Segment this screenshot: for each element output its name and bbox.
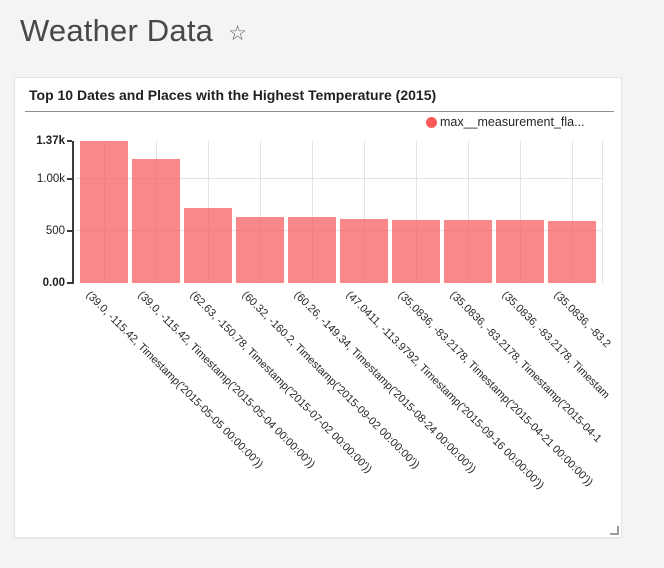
x-axis-label: (47.0411, -113.9792, Timestamp('2015-09-… <box>343 289 547 492</box>
page-title: Weather Data <box>20 13 214 48</box>
y-axis-tick <box>67 282 72 284</box>
bar[interactable] <box>548 220 596 283</box>
vertical-gridline <box>467 141 469 283</box>
vertical-gridline <box>519 141 521 283</box>
bar[interactable] <box>391 220 440 283</box>
y-axis-line <box>72 141 74 284</box>
x-axis-label: (35.0836, -83.2178, Timestamp('2015-04-2… <box>395 289 595 489</box>
chart-title: Top 10 Dates and Places with the Highest… <box>29 87 437 103</box>
y-axis-tick <box>67 140 72 142</box>
plot-area <box>75 141 603 283</box>
bar[interactable] <box>131 158 180 283</box>
x-axis-label: (35.0836, -83.2178, Timestam <box>499 289 612 402</box>
chart-card: Top 10 Dates and Places with the Highest… <box>14 77 622 538</box>
vertical-gridline <box>311 141 313 283</box>
horizontal-gridline <box>75 230 603 232</box>
vertical-gridline <box>363 141 365 283</box>
y-axis-label: 0.00 <box>42 276 65 289</box>
resize-handle-icon[interactable] <box>610 526 619 535</box>
star-favorite-icon[interactable]: ☆ <box>228 21 247 45</box>
vertical-gridline <box>602 141 603 283</box>
bar[interactable] <box>339 219 388 283</box>
x-axis-label: (39.0, -115.42, Timestamp('2015-05-05 00… <box>83 289 265 471</box>
bar[interactable] <box>79 141 128 283</box>
bar[interactable] <box>496 220 544 283</box>
bar[interactable] <box>235 216 284 283</box>
x-axis-label: (62.63, -150.78, Timestamp('2015-07-02 0… <box>187 289 374 476</box>
y-axis-label: 1.00k <box>36 172 65 185</box>
title-divider <box>25 111 614 112</box>
vertical-gridline <box>572 141 574 283</box>
x-axis-label: (60.32, -160.2, Timestamp('2015-09-02 00… <box>239 289 422 472</box>
page-header: Weather Data ☆ <box>20 8 247 54</box>
horizontal-gridline <box>75 178 603 180</box>
bar[interactable] <box>287 216 336 283</box>
vertical-gridline <box>259 141 261 283</box>
bar[interactable] <box>443 220 492 283</box>
chart-legend[interactable]: max__measurement_fla... <box>426 115 585 129</box>
y-axis-tick <box>67 178 72 181</box>
y-axis-tick <box>67 230 72 233</box>
bar[interactable] <box>183 207 232 283</box>
y-axis-label: 500 <box>45 224 65 237</box>
y-axis-label: 1.37k <box>36 134 65 147</box>
vertical-gridline <box>415 141 417 283</box>
legend-label: max__measurement_fla... <box>440 115 585 129</box>
x-axis-label: (60.26, -149.34, Timestamp('2015-08-24 0… <box>291 289 478 476</box>
x-axis-label: (39.0, -115.42, Timestamp('2015-05-04 00… <box>135 289 317 471</box>
legend-marker-icon <box>426 116 437 128</box>
